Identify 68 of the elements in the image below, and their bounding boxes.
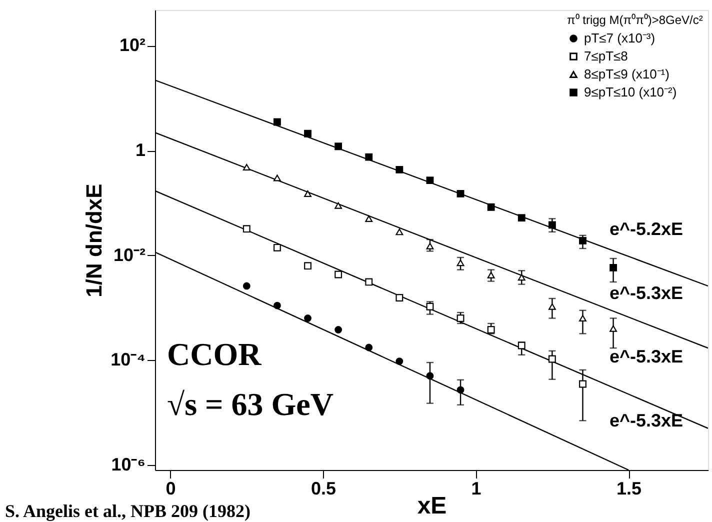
point — [365, 215, 373, 222]
legend-label: 8≤pT≤9 (x10⁻¹) — [584, 66, 670, 82]
point — [274, 302, 281, 310]
legend-label: pT≤7 (x10⁻³) — [584, 30, 656, 46]
point — [396, 166, 404, 174]
annotation: CCOR — [167, 336, 262, 372]
point — [304, 130, 312, 138]
point — [334, 202, 342, 209]
annotation: e^-5.2xE — [609, 219, 683, 239]
point — [242, 282, 250, 290]
point — [242, 225, 250, 233]
point — [579, 314, 586, 322]
x-tick-label: 0 — [166, 478, 176, 498]
x-axis-title: xE — [417, 492, 447, 520]
point — [396, 294, 404, 302]
point — [487, 272, 495, 278]
point — [304, 190, 312, 197]
point — [610, 264, 617, 272]
point — [487, 326, 495, 334]
point — [334, 142, 342, 150]
legend-label: 7≤pT≤8 — [584, 48, 628, 64]
annotation: e^-5.3xE — [609, 346, 683, 367]
point — [579, 380, 586, 388]
point — [518, 274, 526, 281]
point — [426, 302, 434, 310]
point — [518, 214, 526, 222]
point — [548, 221, 556, 229]
point — [426, 242, 434, 250]
point — [426, 372, 434, 380]
point — [456, 259, 464, 266]
point — [334, 326, 342, 334]
point — [365, 278, 373, 286]
y-tick-label: 10⁻² — [113, 244, 146, 265]
point — [365, 344, 373, 352]
annotation: e^-5.3xE — [609, 410, 683, 430]
annotation: e^-5.3xE — [609, 282, 683, 303]
x-tick-label: 0.5 — [311, 478, 336, 498]
point — [304, 314, 312, 322]
legend-label: 9≤pT≤10 (x10⁻²) — [584, 84, 677, 100]
point — [274, 244, 281, 252]
point — [242, 164, 250, 170]
annotation: √s = 63 GeV — [167, 386, 334, 422]
x-tick-label: 1 — [471, 478, 482, 498]
point — [334, 270, 342, 278]
y-tick-label: 1 — [135, 140, 146, 160]
point — [610, 325, 617, 332]
point — [487, 203, 495, 211]
text: S. Angelis et al., NPB 209 (1982) — [5, 501, 250, 521]
y-tick-label: 10⁻⁴ — [110, 350, 146, 370]
point — [456, 190, 464, 198]
point — [426, 176, 434, 184]
point — [456, 386, 464, 394]
point — [518, 342, 526, 350]
y-axis-title: 1/N dn/dxE — [82, 184, 107, 298]
point — [396, 228, 404, 236]
point — [548, 355, 556, 363]
y-tick-label: 10⁻⁶ — [111, 454, 146, 474]
point — [456, 314, 464, 322]
point — [579, 236, 586, 244]
point — [274, 118, 281, 126]
point — [304, 262, 312, 270]
point — [274, 174, 281, 182]
point — [396, 358, 404, 365]
point — [365, 153, 373, 161]
x-tick-label: 1.5 — [616, 478, 642, 498]
legend-title: π⁰ trigg M(π⁰π⁰)>8GeV/c² — [567, 13, 703, 27]
y-tick-label: 10² — [119, 35, 146, 56]
point — [548, 303, 556, 310]
